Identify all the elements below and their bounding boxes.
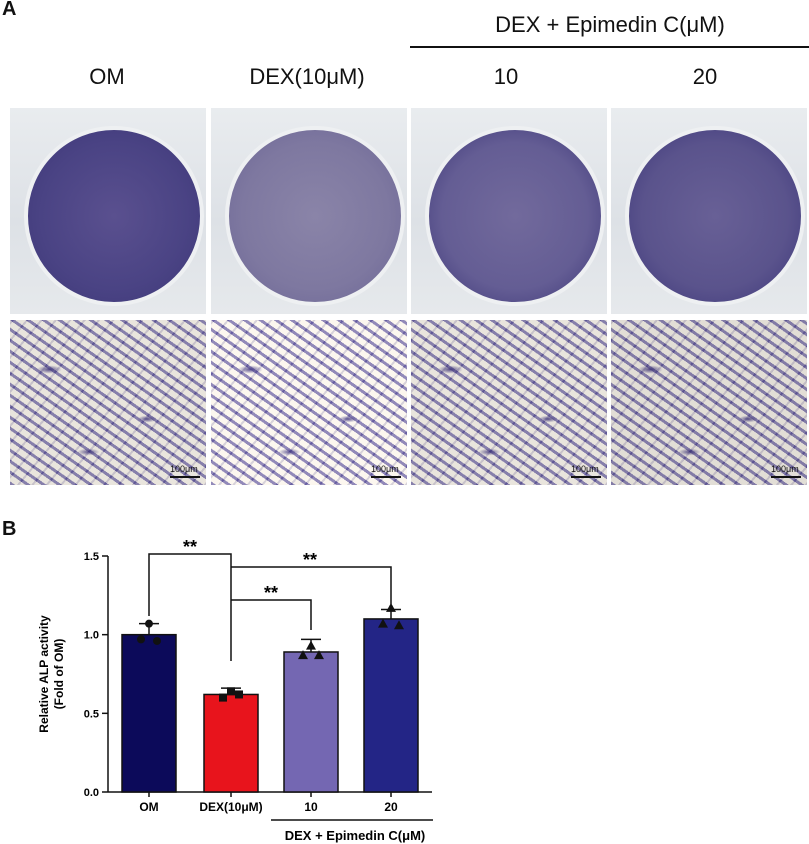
well-20 <box>625 126 805 306</box>
data-point <box>153 636 161 645</box>
column-label-10: 10 <box>493 64 519 89</box>
scale-bar <box>571 476 601 478</box>
well-om <box>24 126 204 306</box>
well-photo-10 <box>411 108 607 314</box>
significance-mark: ** <box>183 537 197 557</box>
y-axis-label-line: (Fold of OM) <box>52 639 66 710</box>
panel-a-group-label: DEX + Epimedin C(μM) <box>495 12 725 37</box>
column-label-om: OM <box>89 64 125 89</box>
significance-mark: ** <box>303 550 317 570</box>
x-group-label: DEX + Epimedin C(μM) <box>285 828 426 843</box>
panel-a-group-line <box>410 46 809 48</box>
y-tick-label: 0.5 <box>84 708 99 720</box>
micrograph-om: 100μm <box>10 320 206 485</box>
scale-bar <box>170 476 200 478</box>
significance-bracket-dex-20 <box>231 566 392 604</box>
data-point <box>386 602 396 612</box>
data-point <box>314 650 324 660</box>
data-point <box>219 693 227 702</box>
scale-bar-label: 100μm <box>371 464 399 474</box>
data-point <box>378 618 388 628</box>
data-point <box>235 690 243 699</box>
scale-bar <box>771 476 801 478</box>
x-tick-label: 10 <box>304 800 318 814</box>
well-10 <box>425 126 605 306</box>
well-dex <box>225 126 405 306</box>
y-tick-label: 0.0 <box>84 787 99 799</box>
x-tick-label: DEX(10μM) <box>199 800 262 814</box>
data-point <box>306 640 316 650</box>
micrograph-20: 100μm <box>611 320 807 485</box>
y-axis-label: Relative ALP activity(Fold of OM) <box>37 615 66 733</box>
scale-bar-label: 100μm <box>170 464 198 474</box>
well-photo-om <box>10 108 206 314</box>
micrograph-10: 100μm <box>411 320 607 485</box>
bar-1 <box>203 693 259 793</box>
bar-0 <box>121 633 177 793</box>
micrograph-dex: 100μm <box>211 320 407 485</box>
bar-3 <box>363 618 419 793</box>
y-tick-label: 1.0 <box>84 630 99 642</box>
y-axis-label-line: Relative ALP activity <box>37 615 51 733</box>
bar-2 <box>283 651 339 793</box>
column-label-dex: DEX(10μM) <box>249 64 365 89</box>
y-tick-label: 1.5 <box>84 551 99 563</box>
x-tick-label: OM <box>139 800 158 814</box>
significance-bracket-dex-10 <box>231 599 312 630</box>
column-label-20: 20 <box>692 64 718 89</box>
well-photo-dex <box>211 108 407 314</box>
scale-bar-label: 100μm <box>571 464 599 474</box>
data-point <box>145 619 153 628</box>
x-tick-label: 20 <box>384 800 398 814</box>
data-point <box>227 687 235 696</box>
significance-mark: ** <box>264 583 278 603</box>
panel-b-letter: B <box>2 518 17 540</box>
well-photo-20 <box>611 108 807 314</box>
data-point <box>394 620 404 630</box>
panel-a-letter: A <box>2 0 17 20</box>
significance-bracket-om-dex <box>148 553 232 661</box>
data-point <box>298 650 308 660</box>
scale-bar-label: 100μm <box>771 464 799 474</box>
data-point <box>137 635 145 644</box>
scale-bar <box>371 476 401 478</box>
